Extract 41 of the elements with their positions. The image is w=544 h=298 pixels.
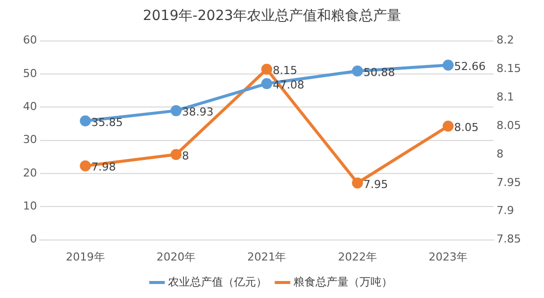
x-tick-label: 2021年 xyxy=(247,250,286,264)
y-tick-label: 20 xyxy=(22,166,37,180)
y2-tick-label: 7.9 xyxy=(496,204,514,218)
x-tick-label: 2020年 xyxy=(156,250,196,264)
point xyxy=(442,60,454,71)
y-tick-label: 30 xyxy=(22,133,37,146)
y2-tick-label: 8.05 xyxy=(496,118,522,132)
point xyxy=(80,160,91,172)
data-label: 35.85 xyxy=(91,116,123,129)
point xyxy=(170,149,182,160)
x-tick-label: 2023年 xyxy=(428,250,468,264)
point xyxy=(352,66,363,77)
y-tick-label: 10 xyxy=(22,199,37,212)
point xyxy=(261,64,272,75)
y2-tick-label: 8.2 xyxy=(496,34,514,47)
y2-tick-label: 8.15 xyxy=(496,62,522,76)
data-label: 8 xyxy=(182,149,190,162)
x-tick-label: 2022年 xyxy=(338,250,377,264)
y2-tick-label: 8.1 xyxy=(496,90,514,104)
chart-title: 2019年-2023年农业总产值和粮食总产量 xyxy=(142,8,402,24)
data-label: 7.95 xyxy=(363,178,388,191)
data-label: 7.98 xyxy=(91,160,116,174)
y2-tick-label: 8 xyxy=(496,147,504,160)
legend-label: 农业总产值（亿元） xyxy=(168,275,267,288)
y-tick-label: 40 xyxy=(22,100,37,113)
y2-tick-label: 7.95 xyxy=(496,176,522,189)
point xyxy=(170,105,182,116)
data-label: 52.66 xyxy=(454,60,486,74)
point xyxy=(442,120,454,132)
point xyxy=(80,115,91,126)
point xyxy=(261,78,272,90)
y-tick-label: 50 xyxy=(22,66,37,80)
data-label: 8.15 xyxy=(272,64,298,78)
y-tick-label: 0 xyxy=(30,232,37,246)
y2-tick-label: 7.85 xyxy=(496,232,522,246)
y-tick-label: 60 xyxy=(22,34,37,47)
legend-label: 粮食总产量（万吨） xyxy=(294,275,392,288)
point xyxy=(352,177,363,188)
data-label: 38.93 xyxy=(182,106,214,119)
x-tick-label: 2019年 xyxy=(66,250,105,264)
data-label: 8.05 xyxy=(454,120,479,134)
